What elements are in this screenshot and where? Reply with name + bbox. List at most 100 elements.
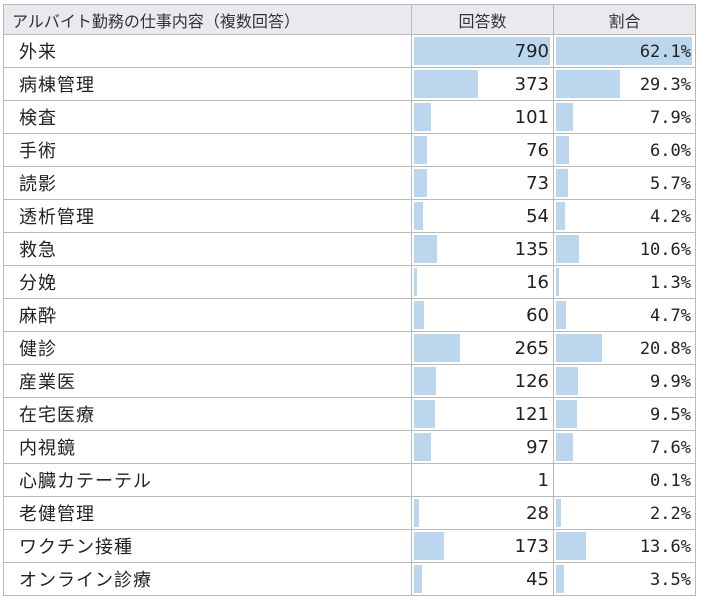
task-label: 外来 [3,34,412,68]
percent-cell: 1.3% [553,265,696,299]
table-row: 内視鏡 97 7.6% [3,430,696,464]
percent-bar [556,268,559,296]
count-value: 73 [526,172,549,194]
percent-value: 3.5% [650,569,691,590]
task-label: 検査 [3,100,412,134]
task-label: オンライン診療 [3,562,412,596]
count-bar [414,499,419,527]
count-bar [414,367,436,395]
count-value: 28 [526,502,549,524]
count-cell: 45 [411,562,554,596]
count-value: 45 [526,568,549,590]
count-value: 101 [514,106,549,128]
percent-cell: 6.0% [553,133,696,167]
task-label: 健診 [3,331,412,365]
count-cell: 16 [411,265,554,299]
table-body: 外来 790 62.1% 病棟管理 373 29.3% 検査 101 7.9% 手術 76 6.0% 読… [3,34,696,596]
percent-value: 5.7% [650,173,691,194]
percent-value: 20.8% [639,338,691,359]
percent-bar [556,169,568,197]
count-cell: 135 [411,232,554,266]
percent-bar [556,202,565,230]
percent-value: 7.9% [650,107,691,128]
count-bar [414,169,427,197]
header-percent: 割合 [553,4,696,35]
count-value: 60 [526,304,549,326]
percent-cell: 13.6% [553,529,696,563]
count-bar [414,400,435,428]
count-cell: 60 [411,298,554,332]
count-bar [414,334,460,362]
task-label: 心臓カテーテル [3,463,412,497]
percent-value: 7.6% [650,437,691,458]
count-bar [414,235,437,263]
task-label: 内視鏡 [3,430,412,464]
count-value: 97 [526,436,549,458]
table-row: 麻酔 60 4.7% [3,298,696,332]
percent-value: 13.6% [639,536,691,557]
percent-value: 62.1% [639,41,691,62]
header-count: 回答数 [411,4,554,35]
task-label: 救急 [3,232,412,266]
table-row: 検査 101 7.9% [3,100,696,134]
count-value: 16 [526,271,549,293]
count-bar [414,301,424,329]
count-cell: 121 [411,397,554,431]
percent-cell: 2.2% [553,496,696,530]
task-label: 透析管理 [3,199,412,233]
percent-value: 10.6% [639,239,691,260]
percent-cell: 4.7% [553,298,696,332]
percent-bar [556,37,692,65]
table-row: 産業医 126 9.9% [3,364,696,398]
count-value: 373 [514,73,549,95]
count-cell: 126 [411,364,554,398]
percent-bar [556,565,564,593]
percent-value: 9.5% [650,404,691,425]
percent-cell: 9.5% [553,397,696,431]
count-cell: 790 [411,34,554,68]
percent-bar [556,532,586,560]
percent-cell: 4.2% [553,199,696,233]
percent-cell: 20.8% [553,331,696,365]
percent-value: 9.9% [650,371,691,392]
count-value: 1 [537,469,549,491]
table-row: 透析管理 54 4.2% [3,199,696,233]
task-label: 在宅医療 [3,397,412,431]
count-value: 76 [526,139,549,161]
percent-bar [556,235,579,263]
count-bar [414,433,431,461]
count-value: 265 [514,337,549,359]
count-cell: 101 [411,100,554,134]
table-row: 分娩 16 1.3% [3,265,696,299]
task-label: 麻酔 [3,298,412,332]
percent-bar [556,103,573,131]
table-row: 健診 265 20.8% [3,331,696,365]
count-cell: 1 [411,463,554,497]
count-value: 135 [514,238,549,260]
percent-cell: 0.1% [553,463,696,497]
percent-cell: 5.7% [553,166,696,200]
header-task: アルバイト勤務の仕事内容（複数回答） [3,4,412,35]
count-bar [414,103,431,131]
percent-cell: 9.9% [553,364,696,398]
table-row: 老健管理 28 2.2% [3,496,696,530]
percent-cell: 10.6% [553,232,696,266]
percent-value: 2.2% [650,503,691,524]
percent-bar [556,136,569,164]
percent-value: 0.1% [650,470,691,491]
percent-value: 4.2% [650,206,691,227]
table-row: 読影 73 5.7% [3,166,696,200]
percent-bar [556,70,620,98]
table-row: ワクチン接種 173 13.6% [3,529,696,563]
table-row: 心臓カテーテル 1 0.1% [3,463,696,497]
count-cell: 97 [411,430,554,464]
percent-cell: 3.5% [553,562,696,596]
task-label: 産業医 [3,364,412,398]
percent-value: 1.3% [650,272,691,293]
count-bar [414,136,427,164]
percent-bar [556,433,573,461]
percent-value: 4.7% [650,305,691,326]
table-row: オンライン診療 45 3.5% [3,562,696,596]
count-cell: 76 [411,133,554,167]
percent-cell: 7.6% [553,430,696,464]
